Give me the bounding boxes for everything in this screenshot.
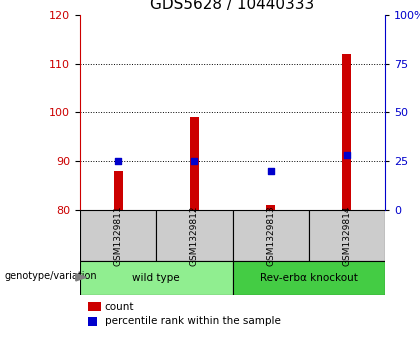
Bar: [190, 117, 199, 210]
Point: [191, 158, 198, 164]
Point: [267, 168, 274, 174]
Text: Rev-erbα knockout: Rev-erbα knockout: [260, 273, 358, 283]
Bar: [342, 54, 352, 210]
Text: GSM1329812: GSM1329812: [190, 205, 199, 266]
Text: wild type: wild type: [132, 273, 180, 283]
Bar: [156, 210, 233, 261]
Bar: [309, 210, 385, 261]
Text: genotype/variation: genotype/variation: [4, 271, 97, 281]
Bar: [80, 261, 233, 295]
Point: [115, 158, 121, 164]
Title: GDS5628 / 10440333: GDS5628 / 10440333: [150, 0, 315, 12]
Text: GSM1329811: GSM1329811: [114, 205, 123, 266]
Bar: [233, 261, 385, 295]
Text: percentile rank within the sample: percentile rank within the sample: [105, 316, 281, 326]
Text: GSM1329814: GSM1329814: [342, 205, 352, 266]
Text: count: count: [105, 302, 134, 312]
Point: [344, 152, 350, 158]
Bar: [233, 210, 309, 261]
Bar: [266, 205, 275, 210]
Bar: [113, 171, 123, 210]
Text: GSM1329813: GSM1329813: [266, 205, 275, 266]
Bar: [80, 210, 156, 261]
